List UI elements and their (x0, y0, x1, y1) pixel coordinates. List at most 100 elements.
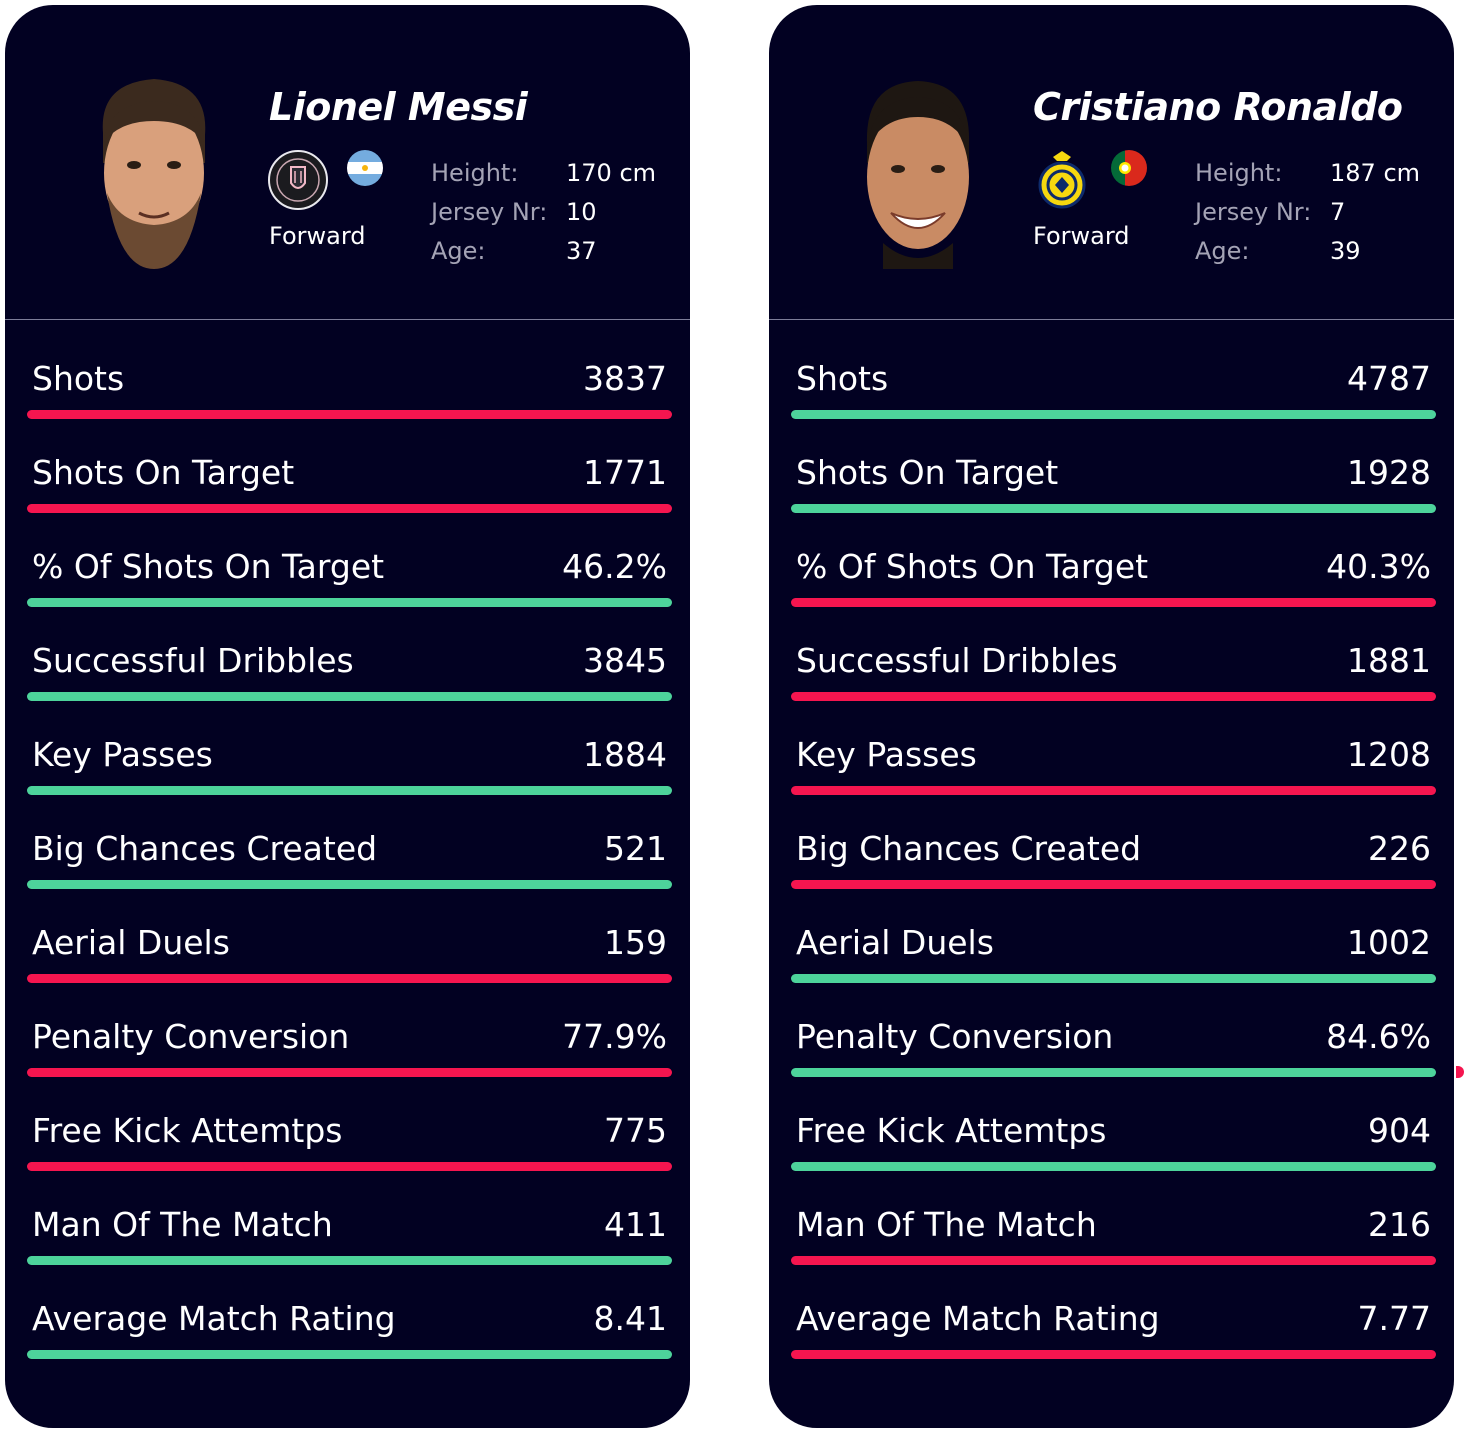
stat-row: Free Kick Attemtps 775 (27, 1085, 672, 1179)
player-name: Cristiano Ronaldo (1033, 85, 1403, 129)
bio-row-age: Age: 37 (431, 231, 681, 270)
stats-list: Shots 4787 Shots On Target 1928 % Of Shots O… (791, 333, 1436, 1367)
bio-row-age: Age: 39 (1195, 231, 1445, 270)
bio-row-height: Height: 187 cm (1195, 153, 1445, 192)
decorative-dot (1456, 1066, 1464, 1078)
stat-row: % Of Shots On Target 40.3% (791, 521, 1436, 615)
stat-value: 216 (1368, 1205, 1431, 1244)
stat-value: 84.6% (1326, 1017, 1431, 1056)
stat-bar-better (791, 504, 1436, 513)
stat-label: Shots On Target (32, 453, 295, 492)
stat-bar-worse (27, 410, 672, 419)
stat-label: Penalty Conversion (796, 1017, 1114, 1056)
stat-label: Key Passes (32, 735, 213, 774)
bio-value: 10 (566, 197, 597, 226)
player-header: Cristiano Ronaldo Forward (769, 5, 1454, 320)
bio-row-jersey: Jersey Nr: 7 (1195, 192, 1445, 231)
stat-label: % Of Shots On Target (796, 547, 1149, 586)
stat-row: Key Passes 1884 (27, 709, 672, 803)
portugal-flag-icon (1111, 150, 1147, 186)
player-position: Forward (1033, 222, 1130, 250)
bio-label: Jersey Nr: (1195, 197, 1312, 226)
stat-bar-better (27, 598, 672, 607)
stats-list: Shots 3837 Shots On Target 1771 % Of Shots O… (27, 333, 672, 1367)
stat-value: 521 (604, 829, 667, 868)
stat-label: Aerial Duels (32, 923, 230, 962)
stat-row: % Of Shots On Target 46.2% (27, 521, 672, 615)
stat-value: 7.77 (1357, 1299, 1431, 1338)
bio-label: Height: (1195, 158, 1283, 187)
bio-row-jersey: Jersey Nr: 10 (431, 192, 681, 231)
player-photo (89, 73, 219, 269)
player-bio: Height: 187 cm Jersey Nr: 7 Age: 39 (1195, 153, 1445, 270)
stat-bar-better (27, 692, 672, 701)
stat-row: Shots 4787 (791, 333, 1436, 427)
stat-bar-better (791, 974, 1436, 983)
stat-label: Free Kick Attemtps (32, 1111, 343, 1150)
stat-value: 46.2% (562, 547, 667, 586)
stat-value: 1002 (1347, 923, 1431, 962)
stat-row: Big Chances Created 521 (27, 803, 672, 897)
stat-value: 40.3% (1326, 547, 1431, 586)
stat-label: Big Chances Created (32, 829, 378, 868)
stat-bar-worse (27, 1162, 672, 1171)
stat-bar-worse (27, 974, 672, 983)
bio-value: 37 (566, 236, 597, 265)
stat-label: Man Of The Match (796, 1205, 1097, 1244)
stat-row: Average Match Rating 7.77 (791, 1273, 1436, 1367)
bio-label: Age: (431, 236, 486, 265)
stat-row: Successful Dribbles 1881 (791, 615, 1436, 709)
player-position: Forward (269, 222, 366, 250)
stat-bar-worse (791, 880, 1436, 889)
stat-label: Shots (796, 359, 889, 398)
stat-value: 3837 (583, 359, 667, 398)
stat-value: 8.41 (593, 1299, 667, 1338)
stat-label: Successful Dribbles (32, 641, 354, 680)
stat-label: Man Of The Match (32, 1205, 333, 1244)
stat-label: Aerial Duels (796, 923, 994, 962)
stat-value: 77.9% (562, 1017, 667, 1056)
stat-bar-better (27, 786, 672, 795)
stat-label: Average Match Rating (796, 1299, 1160, 1338)
stat-bar-worse (791, 692, 1436, 701)
stat-label: Penalty Conversion (32, 1017, 350, 1056)
player-bio: Height: 170 cm Jersey Nr: 10 Age: 37 (431, 153, 681, 270)
stat-value: 1928 (1347, 453, 1431, 492)
stat-row: Shots On Target 1771 (27, 427, 672, 521)
stat-bar-better (27, 1256, 672, 1265)
bio-value: 39 (1330, 236, 1361, 265)
inter-miami-crest-icon (267, 149, 329, 211)
stat-value: 3845 (583, 641, 667, 680)
stat-row: Shots 3837 (27, 333, 672, 427)
player-header: Lionel Messi Forward (5, 5, 690, 320)
player-card-ronaldo: Cristiano Ronaldo Forward (769, 5, 1454, 1428)
bio-label: Height: (431, 158, 519, 187)
player-photo (853, 73, 983, 269)
stat-value: 775 (604, 1111, 667, 1150)
stat-bar-worse (27, 1068, 672, 1077)
stat-row: Penalty Conversion 84.6% (791, 991, 1436, 1085)
stat-label: Free Kick Attemtps (796, 1111, 1107, 1150)
stat-value: 1771 (583, 453, 667, 492)
stat-row: Man Of The Match 216 (791, 1179, 1436, 1273)
stat-value: 1208 (1347, 735, 1431, 774)
stat-row: Aerial Duels 1002 (791, 897, 1436, 991)
stat-value: 226 (1368, 829, 1431, 868)
stat-row: Shots On Target 1928 (791, 427, 1436, 521)
stat-bar-better (791, 1162, 1436, 1171)
stat-row: Man Of The Match 411 (27, 1179, 672, 1273)
stat-bar-worse (791, 598, 1436, 607)
stat-row: Aerial Duels 159 (27, 897, 672, 991)
stat-value: 4787 (1347, 359, 1431, 398)
stat-label: Big Chances Created (796, 829, 1142, 868)
stat-label: Shots (32, 359, 125, 398)
stat-bar-worse (791, 786, 1436, 795)
stat-bar-better (27, 1350, 672, 1359)
stat-label: Average Match Rating (32, 1299, 396, 1338)
player-name: Lionel Messi (269, 85, 528, 129)
stat-row: Key Passes 1208 (791, 709, 1436, 803)
player-card-messi: Lionel Messi Forward (5, 5, 690, 1428)
stat-value: 411 (604, 1205, 667, 1244)
stat-row: Penalty Conversion 77.9% (27, 991, 672, 1085)
stat-value: 904 (1368, 1111, 1431, 1150)
